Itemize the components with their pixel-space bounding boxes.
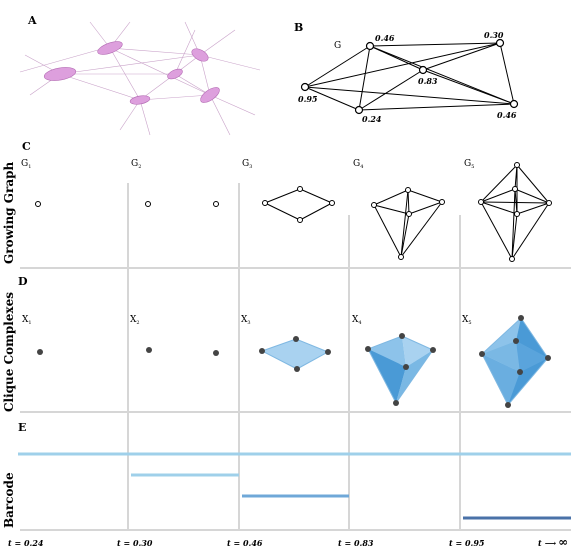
complex-label-x2: X2 <box>130 315 140 326</box>
time-label-046: t = 0.46 <box>227 538 263 548</box>
growing-graph-g1 <box>35 201 41 207</box>
panel-d-letter: D <box>18 275 28 288</box>
complex-label-x1: X1 <box>22 315 32 326</box>
growing-graph-g5 <box>478 162 552 262</box>
node-095 <box>300 82 310 92</box>
weighted-graph-edges <box>304 42 515 111</box>
growing-graph-g3 <box>262 186 335 223</box>
graph-label-g4: G4 <box>353 159 363 170</box>
node-046-top <box>365 41 375 51</box>
clique-complex-x3 <box>259 336 331 372</box>
clique-complex-x1 <box>37 349 43 355</box>
time-label-end: t ⟶ ∞ <box>538 535 568 549</box>
graph-label-g1: G1 <box>21 159 31 170</box>
complex-label-x3: X3 <box>241 315 251 326</box>
weighted-graph-nodes <box>300 38 519 115</box>
weight-label: 0.95 <box>298 94 318 104</box>
clique-complex-x4 <box>365 333 436 406</box>
graph-label-g2: G2 <box>131 159 141 170</box>
growing-graph-g2 <box>145 201 219 207</box>
node-024 <box>354 105 364 115</box>
time-label-030: t = 0.30 <box>117 538 153 548</box>
weight-label: 0.46 <box>497 110 517 120</box>
graph-g-label: G <box>334 41 341 51</box>
panel-a-letter: A <box>27 14 37 27</box>
complex-label-x4: X4 <box>352 315 362 326</box>
row-title-barcode: Barcode <box>2 472 16 528</box>
row-separators <box>20 267 571 531</box>
neuron-cells <box>43 41 220 105</box>
time-label-083: t = 0.83 <box>338 538 374 548</box>
time-label-095: t = 0.95 <box>449 538 485 548</box>
node-030 <box>495 38 505 48</box>
complex-label-x5: X5 <box>462 315 472 326</box>
barcode-bars <box>18 452 571 520</box>
weight-label: 0.46 <box>375 33 395 43</box>
weight-label: 0.83 <box>418 76 438 86</box>
node-046-right <box>509 99 519 109</box>
graph-label-g3: G3 <box>242 159 252 170</box>
row-title-growing-graph: Growing Graph <box>2 162 16 264</box>
graph-label-g5: G5 <box>464 159 474 170</box>
clique-complex-x5 <box>479 315 551 408</box>
panel-c-letter: C <box>22 140 31 153</box>
growing-graph-g4 <box>371 187 445 260</box>
weight-label: 0.24 <box>362 114 382 124</box>
time-label-024: t = 0.24 <box>8 538 44 548</box>
panel-b-letter: B <box>294 21 303 34</box>
row-title-clique-complexes: Clique Complexes <box>2 292 16 412</box>
node-083 <box>418 65 428 75</box>
weight-label: 0.30 <box>484 30 504 40</box>
clique-complex-x2 <box>146 347 219 356</box>
panel-e-letter: E <box>18 421 26 434</box>
